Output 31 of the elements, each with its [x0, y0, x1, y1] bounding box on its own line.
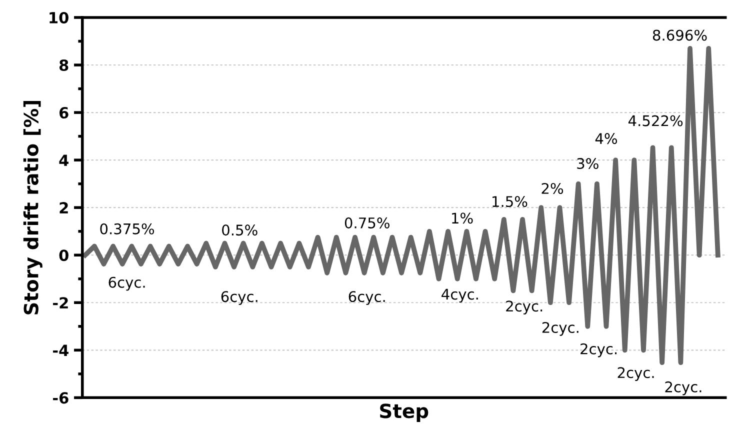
annotation: 6cyc. [108, 276, 145, 291]
y-tick-label: 2 [60, 202, 68, 214]
annotation: 3% [577, 158, 598, 170]
annotation: 0.5% [222, 224, 258, 236]
annotation: 0.375% [100, 223, 154, 234]
annotation: 2cyc. [665, 381, 702, 396]
y-tick-label: 10 [50, 12, 68, 24]
y-tick-label: -6 [53, 392, 68, 404]
annotation: 2cyc. [580, 343, 617, 358]
annotation: 2% [542, 182, 564, 194]
y-tick-label: -2 [53, 297, 68, 308]
x-axis-title: Step [380, 404, 428, 422]
y-tick-label: -4 [53, 344, 68, 356]
annotation: 2cyc. [506, 300, 542, 314]
annotation: 2cyc. [542, 322, 578, 336]
annotation: 2cyc. [618, 367, 654, 381]
annotation: 6cyc. [348, 291, 385, 305]
y-axis-title: Story drift ratio [%] [23, 101, 42, 314]
y-tick-label: 4 [59, 154, 68, 166]
annotation: 1.5% [492, 196, 528, 208]
annotation: 6cyc. [221, 291, 258, 305]
annotation: 4cyc. [442, 288, 478, 303]
y-tick-label: 6 [60, 107, 68, 119]
annotation: 4.522% [628, 115, 683, 126]
annotation: 1% [452, 212, 473, 224]
line-series [82, 46, 720, 365]
annotation: 0.75% [344, 217, 390, 228]
y-tick-label: 8 [59, 59, 68, 72]
annotation: 4% [595, 133, 618, 144]
annotation: 8.696% [652, 30, 707, 41]
y-tick-label: 0 [59, 250, 68, 262]
